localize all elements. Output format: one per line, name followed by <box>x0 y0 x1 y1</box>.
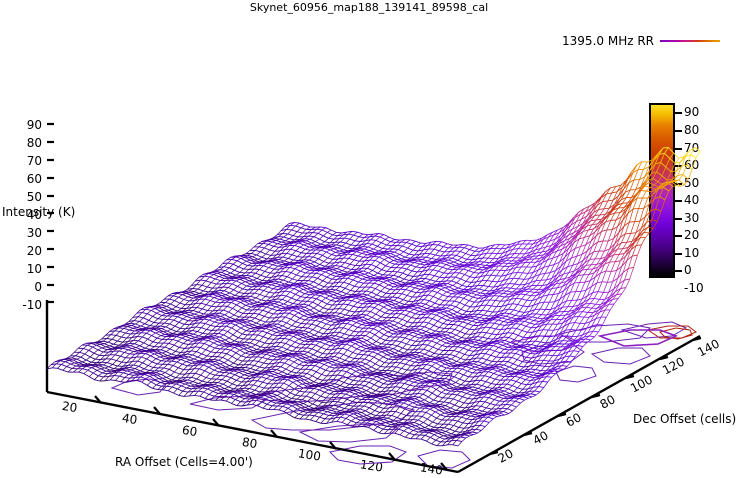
axis-frame <box>45 300 701 474</box>
colorbar-tick-label: -10 <box>684 281 704 295</box>
z-tick-label: 80 <box>26 136 42 150</box>
colorbar-tick-label: 10 <box>684 246 700 260</box>
y-axis-title: Dec Offset (cells) <box>633 412 737 426</box>
colorbar-tick-label: 40 <box>684 193 700 207</box>
page-title: Skynet_60956_map188_139141_89598_cal <box>249 1 489 14</box>
colorbar-tick-label: 90 <box>684 105 700 119</box>
surface-mesh <box>46 147 701 447</box>
colorbar-tick-label: 70 <box>684 141 700 155</box>
z-tick-label: 60 <box>26 172 42 186</box>
legend-label: 1395.0 MHz RR <box>562 34 654 48</box>
z-tick-label: 90 <box>26 118 42 132</box>
x-axis-title: RA Offset (Cells=4.00') <box>115 455 253 469</box>
base-contour-lines <box>110 321 697 469</box>
z-axis-title: Intensity (K) <box>2 205 76 219</box>
z-tick-label: 70 <box>26 154 42 168</box>
z-tick-label: 0 <box>34 280 42 294</box>
z-tick-label: 10 <box>26 262 42 276</box>
z-tick-label: -10 <box>22 298 42 312</box>
colorbar-tick-label: 80 <box>684 123 700 137</box>
z-tick-label: 50 <box>26 190 42 204</box>
legend: 1395.0 MHz RR <box>520 32 720 50</box>
y-axis-ticks <box>489 336 702 456</box>
z-axis-ticks <box>47 122 54 304</box>
x-axis-ticks <box>94 395 448 471</box>
colorbar-tick-label: 30 <box>684 211 700 225</box>
z-tick-label: 40 <box>26 208 42 222</box>
colorbar-tick-label: 0 <box>684 263 692 277</box>
colorbar-tick-label: 20 <box>684 228 700 242</box>
legend-line-swatch-icon <box>660 40 720 42</box>
z-tick-label: 30 <box>26 226 42 240</box>
z-tick-label: 20 <box>26 244 42 258</box>
